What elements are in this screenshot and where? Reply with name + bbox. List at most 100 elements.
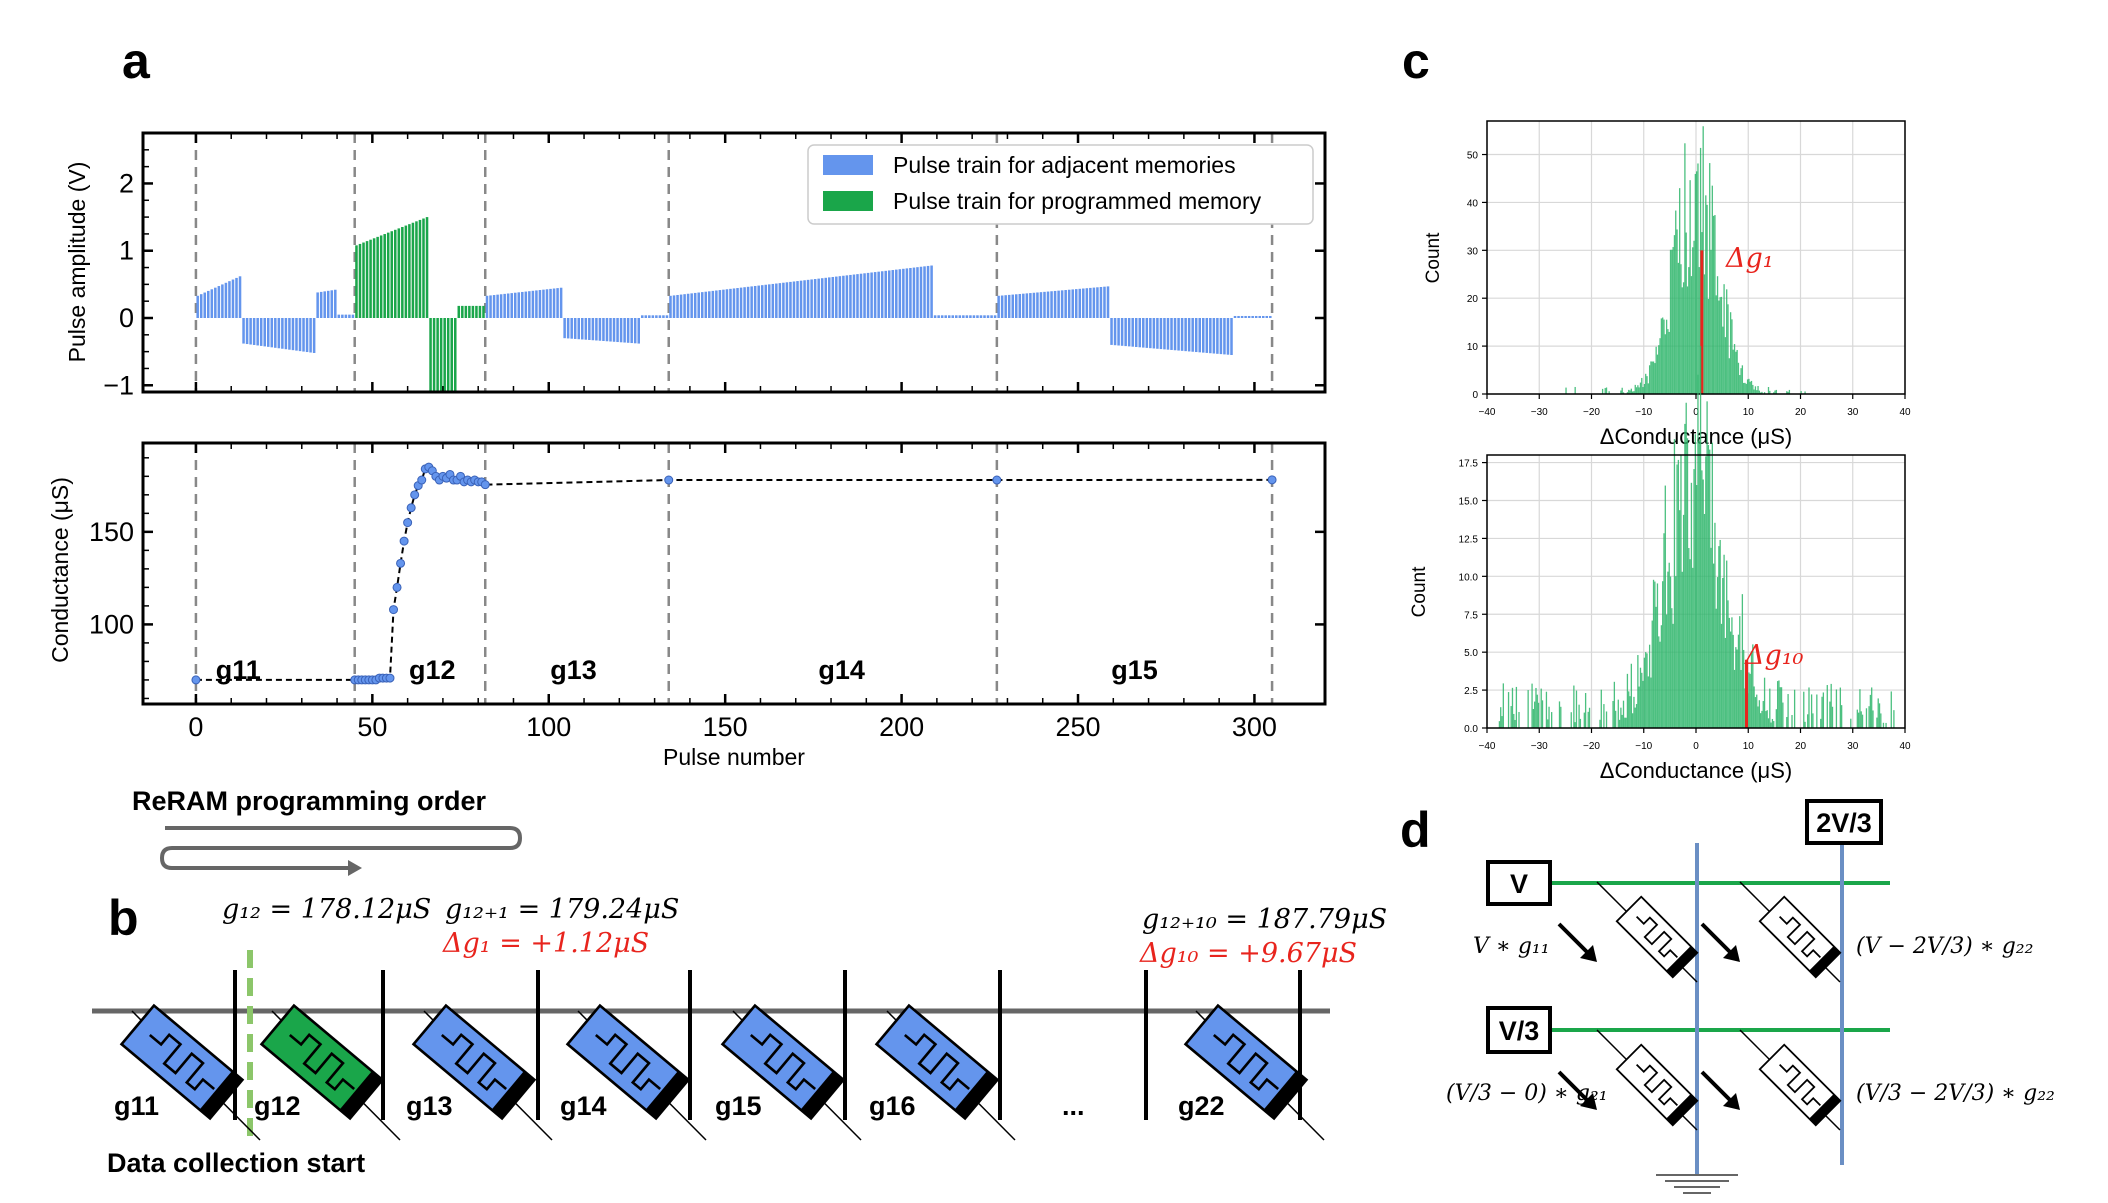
pulse-bar — [1138, 318, 1142, 348]
pulse-bar — [849, 274, 852, 318]
pulse-bar — [905, 268, 909, 318]
h2-xtick-label: −30 — [1531, 741, 1548, 752]
pulse-bar — [1015, 294, 1018, 318]
panel-label-a: a — [122, 33, 151, 89]
pulse-bar — [722, 289, 725, 318]
pulse-bar — [725, 289, 729, 318]
region-label-g15: g15 — [1111, 655, 1158, 685]
pulse-bar — [1184, 318, 1187, 352]
pulse-bar — [926, 265, 930, 318]
h1-bar — [1726, 289, 1728, 394]
pulse-bar — [499, 294, 503, 318]
pulse-bar — [1230, 318, 1233, 355]
h2-bar — [1685, 402, 1687, 728]
h1-bar — [1749, 381, 1751, 394]
h2-bar — [1816, 694, 1818, 728]
crossbar-reram-icon — [1615, 1043, 1699, 1127]
pulse-bar — [506, 293, 510, 318]
pulse-bar — [789, 281, 792, 318]
pulse-bar — [436, 318, 439, 391]
h1-bar — [1740, 368, 1742, 394]
h1-bar — [1635, 387, 1638, 394]
pulse-bar — [1022, 293, 1025, 318]
pulse-bar — [503, 293, 506, 318]
pulse-bar — [453, 318, 457, 391]
ground-icon — [1656, 1174, 1738, 1194]
pulse-bar — [362, 242, 365, 318]
current-arrowhead — [1580, 1093, 1597, 1110]
h2-ytick-label: 7.5 — [1464, 610, 1478, 621]
pulse-bar — [432, 318, 436, 391]
h1-bar — [1724, 337, 1727, 394]
h2-bar — [1617, 699, 1619, 728]
pulse-bar — [369, 239, 372, 318]
h2-bar — [1690, 482, 1693, 728]
pulse-bar — [549, 288, 552, 318]
cell-label-g11: g11 — [114, 1091, 159, 1121]
h2-bar — [1715, 608, 1717, 728]
h1-xtick-label: 40 — [1899, 407, 1911, 418]
h1-ytick-label: 30 — [1467, 246, 1479, 257]
h2-bar — [1736, 649, 1738, 728]
h2-bar — [1702, 479, 1704, 728]
h2-bar — [1803, 691, 1805, 728]
h2-bar — [1646, 653, 1648, 728]
h2-bar — [1739, 616, 1741, 728]
h2-xtick-label: 30 — [1847, 741, 1859, 752]
pulse-bar — [390, 231, 394, 318]
pulse-bar — [598, 318, 602, 341]
h2-bar — [1647, 676, 1649, 728]
pulse-bar — [323, 291, 326, 318]
pulse-bar — [662, 315, 665, 318]
h1-bar — [1729, 312, 1732, 394]
h2-bar — [1698, 440, 1700, 728]
h1-bar — [1676, 229, 1678, 394]
h1-xtick-label: −20 — [1583, 407, 1600, 418]
pulse-bar — [1198, 318, 1202, 353]
pulse-bar — [411, 222, 415, 318]
conductance-ylabel: Conductance (μS) — [47, 477, 73, 663]
pulse-ylabel: Pulse amplitude (V) — [64, 162, 90, 363]
h2-ytick-label: 2.5 — [1464, 686, 1478, 697]
h1-xtick-label: −40 — [1479, 407, 1496, 418]
eq-row2-col1: (V/3 − 0) ∗ g₂₁ — [1446, 1081, 1608, 1106]
conductance-point — [385, 673, 395, 683]
h2-bar — [1659, 641, 1661, 728]
h2-bar — [1859, 689, 1861, 728]
h2-bar — [1741, 594, 1744, 728]
h1-bar — [1705, 195, 1707, 394]
panel-label-d: d — [1400, 802, 1431, 858]
pulse-bar — [919, 266, 923, 318]
h2-bar — [1535, 687, 1537, 728]
h1-bar — [1682, 282, 1685, 394]
h2-bar — [1877, 698, 1879, 728]
h2-bar — [1541, 700, 1544, 728]
h1-bar — [1788, 389, 1791, 394]
pulse-bar — [358, 243, 362, 318]
cell-label-g13: g13 — [406, 1091, 453, 1121]
h2-bar — [1786, 717, 1788, 728]
pulse-bar — [700, 292, 704, 318]
pulse-bar — [298, 318, 302, 352]
pulse-legend: Pulse train for adjacent memories Pulse … — [807, 144, 1314, 225]
h2-bar — [1501, 716, 1503, 728]
pulse-bar — [1219, 318, 1223, 355]
legend-label-adjacent: Pulse train for adjacent memories — [893, 152, 1236, 178]
pulse-bar — [651, 315, 655, 318]
h1-bar — [1800, 391, 1802, 394]
pulse-bar — [831, 276, 835, 318]
pulse-bar — [425, 217, 429, 318]
pulse-bar — [715, 290, 718, 318]
h2-bar — [1633, 696, 1635, 728]
h1-bar — [1731, 319, 1733, 394]
eq-delta-g1: Δg₁ = +1.12μS — [442, 928, 649, 959]
pulse-bar — [609, 318, 612, 342]
pulse-bar — [513, 292, 517, 318]
h2-bar — [1850, 718, 1852, 728]
h2-bar — [1615, 710, 1617, 728]
pulse-ytick-label: −1 — [103, 370, 134, 400]
pulse-bar — [711, 290, 715, 318]
pulse-bar — [563, 318, 566, 339]
pulse-bar — [450, 318, 453, 391]
h2-bar — [1667, 571, 1669, 728]
